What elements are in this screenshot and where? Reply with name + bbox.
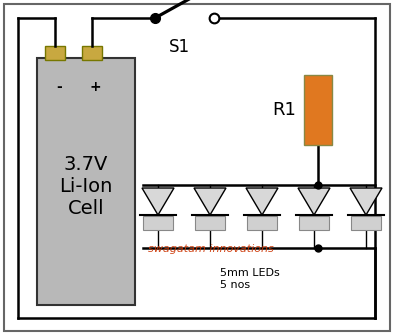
Polygon shape [350, 188, 382, 215]
Bar [299, 216, 329, 230]
Bar [195, 216, 225, 230]
Text: S1: S1 [169, 38, 190, 56]
Bar [37, 58, 135, 305]
Polygon shape [194, 188, 226, 215]
Bar [304, 75, 332, 145]
Text: R1: R1 [272, 101, 296, 119]
Bar [45, 46, 65, 60]
Bar [143, 216, 173, 230]
Bar [351, 216, 381, 230]
Text: 5mm LEDs
5 nos: 5mm LEDs 5 nos [220, 268, 280, 289]
Text: -: - [56, 80, 62, 94]
Polygon shape [246, 188, 278, 215]
Text: 3.7V
Li-Ion
Cell: 3.7V Li-Ion Cell [59, 155, 113, 218]
Text: swagatam innovations: swagatam innovations [148, 244, 274, 254]
Polygon shape [298, 188, 330, 215]
Polygon shape [142, 188, 174, 215]
Bar [82, 46, 102, 60]
Text: +: + [89, 80, 101, 94]
Bar [247, 216, 277, 230]
